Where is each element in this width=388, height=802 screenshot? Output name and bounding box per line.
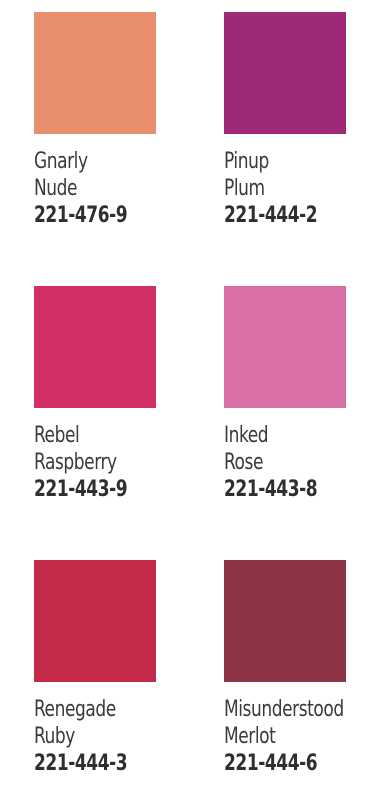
color-swatch [224, 560, 346, 682]
swatch-name-line2: Rose [224, 450, 264, 475]
swatch-name-line2: Ruby [34, 724, 75, 749]
swatch-card-pinup-plum[interactable]: Pinup Plum 221-444-2 [224, 12, 388, 229]
swatch-card-renegade-ruby[interactable]: Renegade Ruby 221-444-3 [34, 560, 204, 777]
swatch-card-inked-rose[interactable]: Inked Rose 221-443-8 [224, 286, 388, 503]
swatch-name-line1: Misunderstood [224, 697, 344, 722]
swatch-name-line1: Gnarly [34, 149, 88, 174]
color-swatch [224, 12, 346, 134]
swatch-label: Rebel Raspberry 221-443-9 [34, 422, 180, 503]
swatch-code: 221-444-3 [34, 751, 128, 776]
swatch-code: 221-476-9 [34, 203, 128, 228]
color-swatch [34, 286, 156, 408]
swatch-name-line2: Plum [224, 176, 265, 201]
swatch-label: Gnarly Nude 221-476-9 [34, 148, 180, 229]
swatch-name-line1: Pinup [224, 149, 269, 174]
swatch-name-line1: Rebel [34, 423, 80, 448]
swatch-name-line2: Merlot [224, 724, 276, 749]
swatch-label: Renegade Ruby 221-444-3 [34, 696, 180, 777]
swatch-name-line2: Raspberry [34, 450, 117, 475]
color-swatch [224, 286, 346, 408]
swatch-code: 221-444-6 [224, 751, 318, 776]
swatch-card-rebel-raspberry[interactable]: Rebel Raspberry 221-443-9 [34, 286, 204, 503]
swatch-name-line1: Inked [224, 423, 269, 448]
swatch-label: Pinup Plum 221-444-2 [224, 148, 370, 229]
swatch-name-line1: Renegade [34, 697, 116, 722]
swatch-label: Misunderstood Merlot 221-444-6 [224, 696, 370, 777]
color-swatch [34, 560, 156, 682]
swatch-code: 221-443-9 [34, 477, 128, 502]
swatch-code: 221-444-2 [224, 203, 318, 228]
swatch-label: Inked Rose 221-443-8 [224, 422, 370, 503]
color-swatch [34, 12, 156, 134]
swatch-card-gnarly-nude[interactable]: Gnarly Nude 221-476-9 [34, 12, 204, 229]
swatch-name-line2: Nude [34, 176, 78, 201]
swatch-card-misunderstood-merlot[interactable]: Misunderstood Merlot 221-444-6 [224, 560, 388, 777]
swatch-code: 221-443-8 [224, 477, 318, 502]
